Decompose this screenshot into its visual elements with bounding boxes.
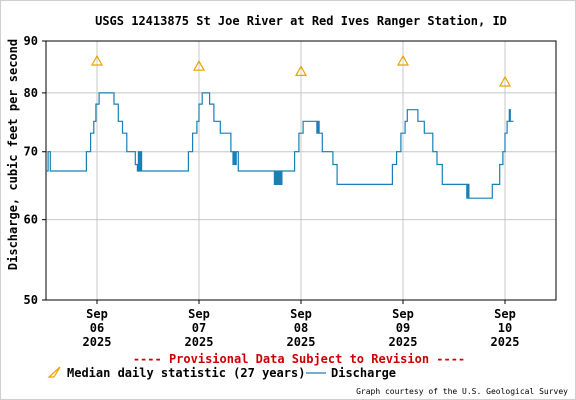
x-tick-label: Sep: [188, 307, 210, 321]
x-tick-label: 10: [498, 321, 512, 335]
x-tick-label: 2025: [389, 335, 418, 349]
median-marker: [396, 54, 410, 66]
x-tick-label: 09: [396, 321, 410, 335]
x-tick-label: 08: [294, 321, 308, 335]
legend-median-marker: [47, 366, 61, 378]
y-tick-label: 90: [24, 34, 38, 48]
x-tick-label: 2025: [491, 335, 520, 349]
legend-median-label: Median daily statistic (27 years): [67, 366, 305, 380]
x-tick-label: 2025: [185, 335, 214, 349]
x-tick-label: Sep: [392, 307, 414, 321]
x-tick-label: 2025: [83, 335, 112, 349]
x-tick-label: 2025: [287, 335, 316, 349]
median-marker: [192, 59, 206, 71]
y-tick-label: 50: [24, 293, 38, 307]
y-axis-label: Discharge, cubic feet per second: [6, 39, 20, 270]
legend: Median daily statistic (27 years) Discha…: [47, 366, 396, 380]
x-tick-label: Sep: [86, 307, 108, 321]
legend-discharge-label: Discharge: [331, 366, 396, 380]
median-marker: [498, 75, 512, 87]
x-tick-label: Sep: [494, 307, 516, 321]
median-marker: [294, 65, 308, 77]
x-axis: Sep062025Sep072025Sep082025Sep092025Sep1…: [83, 300, 520, 349]
y-tick-label: 60: [24, 213, 38, 227]
discharge-line: [46, 92, 514, 199]
y-tick-label: 70: [24, 145, 38, 159]
series-layer: [46, 54, 514, 199]
y-tick-label: 80: [24, 86, 38, 100]
provisional-note: ---- Provisional Data Subject to Revisio…: [133, 352, 465, 366]
grid-layer: [46, 40, 556, 301]
x-tick-label: 06: [90, 321, 104, 335]
median-marker: [90, 54, 104, 66]
credit-text: Graph courtesy of the U.S. Geological Su…: [356, 387, 568, 396]
x-tick-label: 07: [192, 321, 206, 335]
chart-title: USGS 12413875 St Joe River at Red Ives R…: [95, 14, 507, 28]
x-tick-label: Sep: [290, 307, 312, 321]
y-axis: 50 60 70 80 90: [24, 34, 46, 307]
